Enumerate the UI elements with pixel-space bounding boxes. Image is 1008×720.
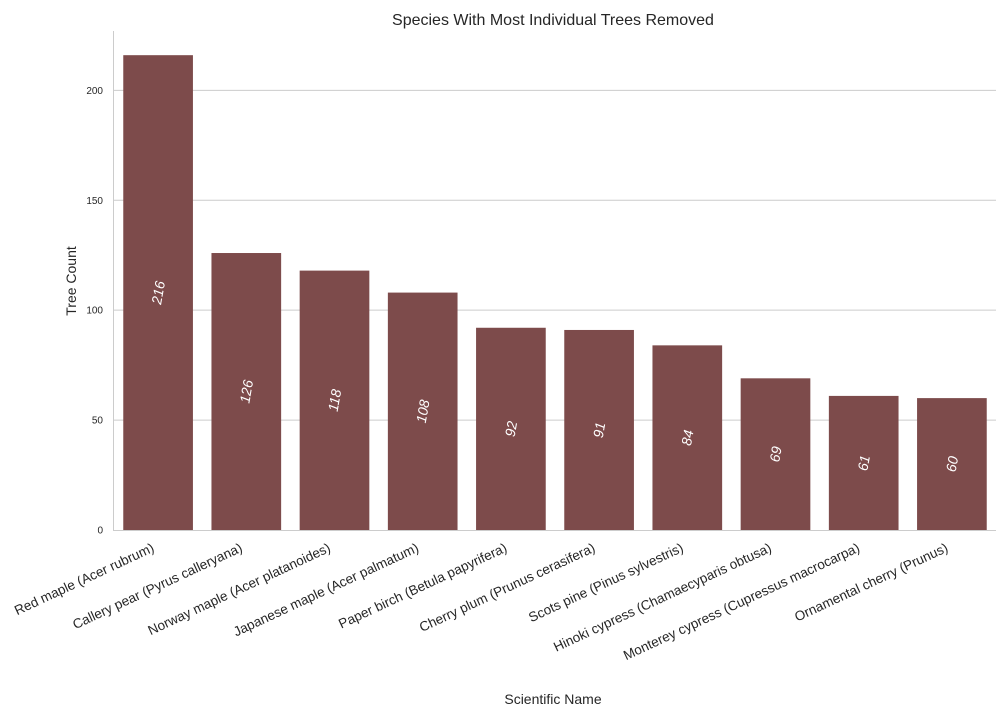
bar-value-label: 216 [148,279,168,306]
y-tick-label: 100 [86,306,103,317]
x-tick-label: Scots pine (Pinus sylvestris) [526,540,685,625]
y-tick-label: 200 [86,86,103,97]
bar [564,329,634,530]
bar [387,292,458,530]
bar-value-label: 61 [854,454,872,472]
bar [476,327,546,530]
bar-value-label: 60 [943,455,961,473]
bar [211,253,282,530]
bar-value-label: 108 [413,398,433,424]
y-tick-label: 0 [97,526,103,537]
bar [652,345,723,530]
x-axis-label: Scientific Name [504,691,601,707]
x-tick-labels: Red maple (Acer rubrum)Callery pear (Pyr… [12,540,950,663]
y-tick-labels: 0 50 100 150 200 [86,86,103,537]
bar [740,378,811,530]
bars [123,55,987,531]
bar-value-label: 84 [678,428,696,446]
bar-value-label: 126 [236,378,256,404]
bar [917,398,987,530]
bar-value-label: 91 [590,421,608,439]
bar-value-label: 92 [502,420,520,438]
chart-title: Species With Most Individual Trees Remov… [392,12,714,29]
y-tick-label: 50 [92,416,104,427]
bar [828,395,899,530]
x-tick-label: Ornamental cherry (Prunus) [792,540,950,624]
y-axis-label: Tree Count [63,246,79,316]
bar [123,55,193,531]
bar-value-label: 118 [325,388,345,413]
bar-value-label: 69 [766,445,784,463]
bar [299,270,370,530]
x-tick-label: Red maple (Acer rubrum) [12,540,156,618]
y-tick-label: 150 [86,196,103,207]
bar-labels: 216 126 118 108 92 91 84 69 61 60 [148,279,961,473]
